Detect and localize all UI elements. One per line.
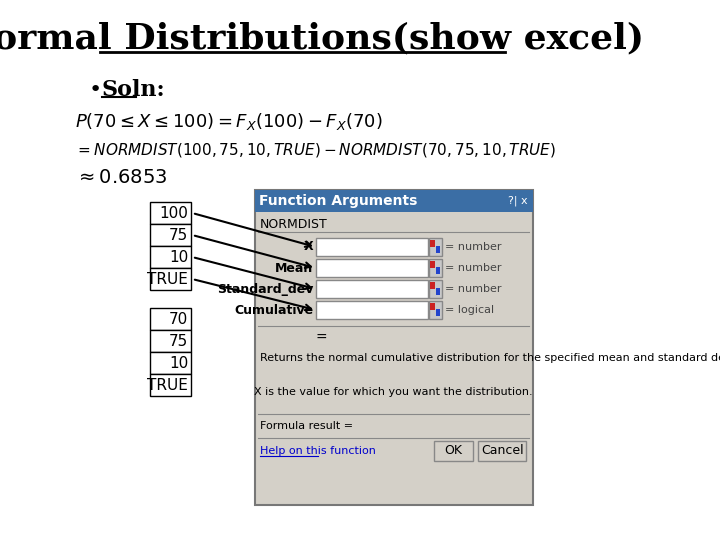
Bar	[429, 301, 442, 319]
Bar	[436, 288, 440, 295]
Text: = number: = number	[445, 242, 501, 252]
Text: Soln:: Soln:	[102, 79, 166, 101]
Text: $\approx 0.6853$: $\approx 0.6853$	[75, 169, 168, 187]
Text: Formula result =: Formula result =	[260, 421, 353, 431]
Bar	[429, 238, 442, 256]
Text: 10: 10	[169, 355, 188, 370]
Bar	[255, 190, 533, 505]
Text: 10: 10	[169, 249, 188, 265]
Text: = logical: = logical	[445, 305, 494, 315]
Text: 100: 100	[159, 206, 188, 220]
Text: 75: 75	[169, 334, 188, 348]
Bar	[150, 202, 191, 224]
Bar	[429, 259, 442, 277]
Text: Standard_dev: Standard_dev	[217, 282, 313, 295]
Text: OK: OK	[444, 444, 462, 457]
Text: $= NORMDIST(100, 75, 10, TRUE) - NORMDIST(70, 75, 10, TRUE)$: $= NORMDIST(100, 75, 10, TRUE) - NORMDIS…	[75, 141, 556, 159]
Text: Help on this function: Help on this function	[260, 446, 376, 456]
Bar	[150, 224, 191, 246]
Bar	[255, 190, 533, 212]
Bar	[434, 441, 473, 461]
Bar	[316, 238, 428, 256]
Text: Function Arguments: Function Arguments	[258, 194, 417, 208]
Bar	[150, 308, 191, 330]
Text: Normal Distributions(show excel): Normal Distributions(show excel)	[0, 21, 644, 55]
Text: •: •	[89, 80, 102, 100]
Text: Mean: Mean	[275, 261, 313, 274]
Bar	[431, 303, 435, 310]
Bar	[150, 374, 191, 396]
Text: = number: = number	[445, 284, 501, 294]
Text: = number: = number	[445, 263, 501, 273]
Text: 70: 70	[169, 312, 188, 327]
Text: ?| x: ?| x	[508, 195, 527, 206]
Bar	[436, 267, 440, 274]
Text: X is the value for which you want the distribution.: X is the value for which you want the di…	[254, 387, 533, 397]
Text: 75: 75	[169, 227, 188, 242]
Bar	[429, 280, 442, 298]
Text: X: X	[304, 240, 313, 253]
Bar	[150, 352, 191, 374]
Bar	[150, 330, 191, 352]
Bar	[436, 309, 440, 316]
Bar	[316, 280, 428, 298]
Bar	[150, 268, 191, 290]
Bar	[150, 246, 191, 268]
Text: NORMDIST: NORMDIST	[260, 218, 328, 231]
Text: Cumulative: Cumulative	[234, 303, 313, 316]
Bar	[431, 282, 435, 289]
Bar	[431, 261, 435, 268]
Text: TRUE: TRUE	[147, 377, 188, 393]
Text: =: =	[316, 331, 328, 345]
Text: Cancel: Cancel	[481, 444, 523, 457]
Bar	[316, 301, 428, 319]
Bar	[478, 441, 526, 461]
Bar	[431, 240, 435, 247]
Bar	[436, 246, 440, 253]
Text: TRUE: TRUE	[147, 272, 188, 287]
Text: $P(70 \leq X \leq 100) = F_X(100) - F_X(70)$: $P(70 \leq X \leq 100) = F_X(100) - F_X(…	[75, 111, 382, 132]
Text: Returns the normal cumulative distribution for the specified mean and standard d: Returns the normal cumulative distributi…	[260, 353, 720, 363]
Bar	[316, 259, 428, 277]
